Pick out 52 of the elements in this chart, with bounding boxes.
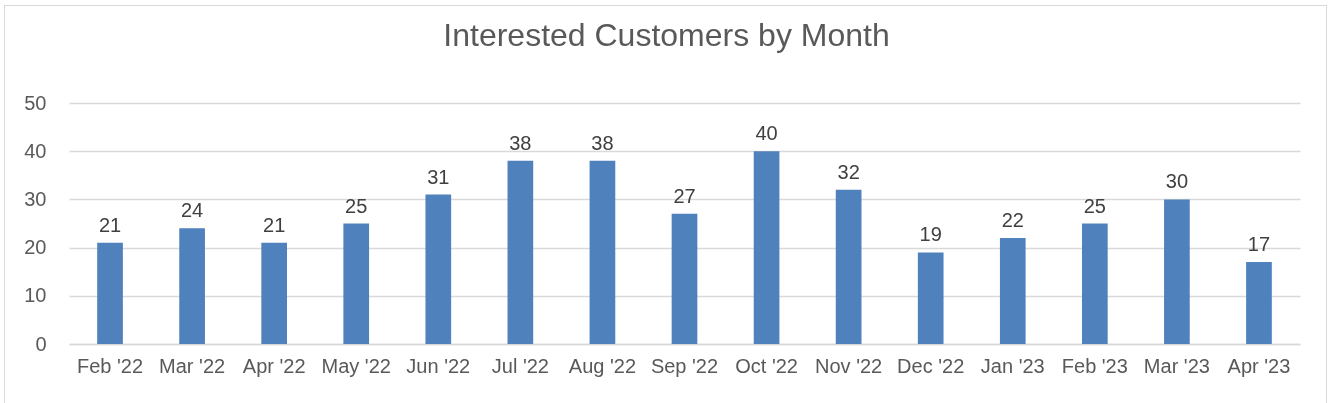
bar xyxy=(753,151,780,344)
bar xyxy=(261,242,288,344)
x-tick-label: Mar '23 xyxy=(1143,354,1210,377)
x-tick-label: Apr '23 xyxy=(1227,354,1291,377)
x-tick-label: Jul '22 xyxy=(491,354,549,377)
bar xyxy=(343,223,370,344)
bar xyxy=(1164,199,1190,344)
y-tick-label: 40 xyxy=(24,139,47,162)
x-tick-label: Sep '22 xyxy=(650,354,719,377)
data-label: 30 xyxy=(1165,170,1189,193)
x-tick-label: Oct '22 xyxy=(735,354,798,377)
y-tick-label: 0 xyxy=(35,332,47,355)
bar xyxy=(671,213,698,344)
x-tick-label: Jan '23 xyxy=(980,354,1045,377)
bar xyxy=(917,252,944,344)
x-tick-label: May '22 xyxy=(321,354,391,377)
bar xyxy=(999,237,1026,344)
data-label: 21 xyxy=(98,213,122,236)
bar xyxy=(589,160,616,344)
bar xyxy=(97,242,123,344)
data-label: 38 xyxy=(591,131,614,154)
data-label: 25 xyxy=(1083,194,1106,217)
x-tick-label: Aug '22 xyxy=(568,354,637,377)
x-tick-label: Apr '22 xyxy=(242,354,306,377)
x-tick-label: Jun '22 xyxy=(406,354,471,377)
y-tick-label: 30 xyxy=(24,187,47,210)
y-tick-label: 50 xyxy=(24,91,47,114)
bar xyxy=(179,228,205,344)
data-label: 22 xyxy=(1001,208,1024,231)
data-label: 19 xyxy=(919,223,942,246)
bar xyxy=(1081,223,1108,344)
data-label: 17 xyxy=(1247,233,1271,256)
data-label: 25 xyxy=(345,194,368,217)
data-label: 21 xyxy=(263,213,286,236)
y-tick-label: 20 xyxy=(24,236,47,259)
chart-title: Interested Customers by Month xyxy=(443,17,890,53)
bar xyxy=(507,160,534,344)
data-label: 27 xyxy=(673,184,696,207)
data-label: 40 xyxy=(755,122,778,145)
x-tick-label: Dec '22 xyxy=(897,354,965,377)
data-label: 24 xyxy=(180,199,204,222)
x-tick-label: Feb '22 xyxy=(76,354,144,377)
x-tick-label: Feb '23 xyxy=(1061,354,1128,377)
bar xyxy=(425,194,452,344)
data-label: 31 xyxy=(427,165,450,188)
bar xyxy=(835,189,862,344)
data-label: 38 xyxy=(509,131,532,154)
x-tick-label: Mar '22 xyxy=(159,354,226,377)
x-tick-label: Nov '22 xyxy=(815,354,883,377)
data-label: 32 xyxy=(837,160,860,183)
y-tick-label: 10 xyxy=(24,284,47,307)
bar xyxy=(1246,262,1272,344)
